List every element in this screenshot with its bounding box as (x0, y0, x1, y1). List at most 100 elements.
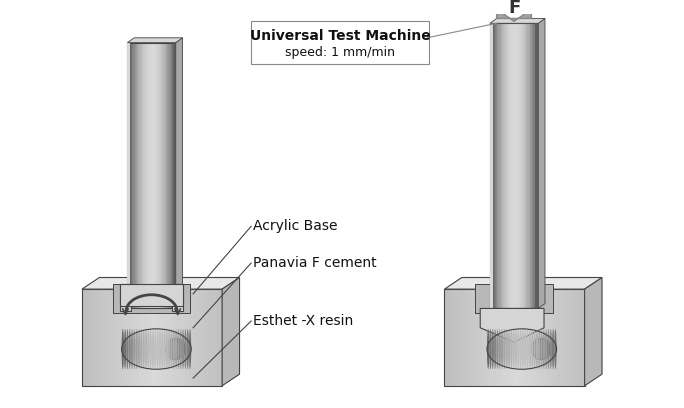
Bar (157, 289, 161, 386)
Bar (119, 289, 124, 386)
Bar (575, 289, 580, 386)
Bar (557, 289, 562, 386)
Bar (510, 289, 514, 386)
Bar (152, 289, 157, 386)
Bar (495, 23, 496, 308)
Bar (445, 289, 449, 386)
Ellipse shape (157, 329, 159, 369)
Text: Universal Test Machine: Universal Test Machine (250, 29, 430, 43)
Bar (143, 289, 147, 386)
Bar (529, 23, 530, 308)
Ellipse shape (542, 329, 545, 369)
Bar (497, 23, 499, 308)
Bar (147, 289, 152, 386)
Bar (505, 289, 510, 386)
Bar (492, 23, 494, 308)
Ellipse shape (531, 338, 551, 360)
Bar (514, 289, 519, 386)
Bar (537, 23, 538, 308)
Bar (203, 289, 208, 386)
Ellipse shape (127, 329, 129, 369)
Ellipse shape (140, 329, 142, 369)
Bar (502, 23, 503, 308)
Bar (490, 23, 492, 308)
Ellipse shape (529, 329, 531, 369)
Bar (127, 42, 131, 308)
Bar (525, 23, 526, 308)
Ellipse shape (170, 329, 172, 369)
Bar (166, 42, 168, 308)
Bar (496, 23, 497, 308)
Ellipse shape (501, 329, 503, 369)
Bar (194, 289, 199, 386)
Bar (531, 23, 532, 308)
Bar (208, 289, 213, 386)
Polygon shape (222, 277, 239, 386)
Ellipse shape (519, 329, 522, 369)
Text: Esthet -X resin: Esthet -X resin (253, 314, 354, 328)
Ellipse shape (527, 329, 529, 369)
Ellipse shape (152, 329, 154, 369)
Bar (475, 284, 553, 313)
Bar (570, 289, 575, 386)
Bar (170, 42, 171, 308)
Ellipse shape (489, 329, 492, 369)
Bar (463, 289, 468, 386)
Bar (218, 289, 222, 386)
Ellipse shape (147, 329, 149, 369)
Bar (199, 289, 203, 386)
Bar (92, 289, 96, 386)
Bar (172, 284, 183, 311)
Ellipse shape (494, 329, 497, 369)
Ellipse shape (182, 329, 184, 369)
Text: F: F (508, 0, 521, 17)
Bar (113, 284, 190, 313)
Bar (538, 289, 542, 386)
Polygon shape (538, 18, 545, 308)
Ellipse shape (124, 329, 127, 369)
Bar (150, 42, 152, 308)
Bar (534, 289, 538, 386)
Bar (521, 23, 523, 308)
Bar (532, 23, 534, 308)
Bar (137, 42, 138, 308)
Bar (135, 42, 136, 308)
Bar (449, 289, 453, 386)
Ellipse shape (536, 329, 538, 369)
Bar (166, 289, 171, 386)
Bar (496, 289, 501, 386)
Bar (171, 42, 172, 308)
Text: speed: 1 mm/min: speed: 1 mm/min (285, 46, 395, 59)
Bar (453, 289, 458, 386)
Ellipse shape (187, 329, 189, 369)
Bar (520, 23, 521, 308)
Bar (155, 42, 157, 308)
Bar (141, 42, 142, 308)
Polygon shape (480, 308, 544, 342)
Ellipse shape (135, 329, 138, 369)
Ellipse shape (133, 329, 135, 369)
Bar (129, 289, 133, 386)
Bar (501, 23, 502, 308)
Ellipse shape (161, 329, 163, 369)
Ellipse shape (492, 329, 494, 369)
Bar (173, 42, 176, 308)
Bar (490, 23, 491, 308)
FancyBboxPatch shape (251, 21, 429, 64)
Ellipse shape (534, 329, 536, 369)
Ellipse shape (163, 329, 166, 369)
Bar (87, 289, 92, 386)
Bar (516, 23, 518, 308)
Bar (507, 23, 508, 308)
Bar (159, 42, 160, 308)
Bar (552, 289, 557, 386)
Polygon shape (480, 0, 548, 21)
Bar (566, 289, 570, 386)
Ellipse shape (122, 329, 124, 369)
Bar (143, 42, 144, 308)
Ellipse shape (499, 329, 501, 369)
Bar (82, 289, 87, 386)
Bar (133, 289, 138, 386)
Ellipse shape (177, 329, 180, 369)
Bar (149, 42, 150, 308)
